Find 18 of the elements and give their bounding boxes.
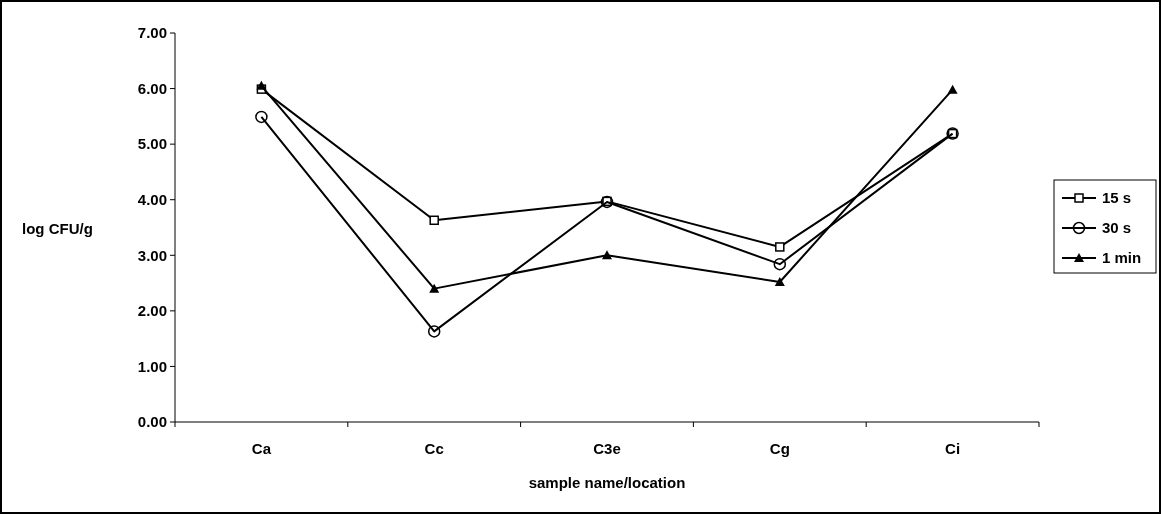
x-tick-label: Cc [424, 440, 444, 457]
y-tick-label: 0.00 [137, 413, 167, 431]
y-tick-label: 2.00 [137, 302, 167, 320]
y-tick-label: 6.00 [137, 79, 167, 97]
y-tick-label: 3.00 [137, 246, 167, 264]
x-tick-label: Ci [945, 440, 961, 457]
y-tick-label: 1.00 [137, 357, 167, 375]
x-axis-title: sample name/location [528, 474, 686, 491]
y-axis-title: log CFU/g [22, 220, 93, 237]
x-tick-label: C3e [593, 440, 621, 457]
legend-label: 15 s [1102, 189, 1132, 207]
y-tick-label: 7.00 [137, 24, 167, 42]
x-tick-label: Ca [251, 440, 272, 457]
y-tick-label: 5.00 [137, 135, 167, 153]
legend-label: 1 min [1102, 249, 1142, 267]
x-tick-label: Cg [769, 440, 790, 457]
y-tick-label: 4.00 [137, 190, 167, 208]
legend-label: 30 s [1102, 219, 1132, 237]
